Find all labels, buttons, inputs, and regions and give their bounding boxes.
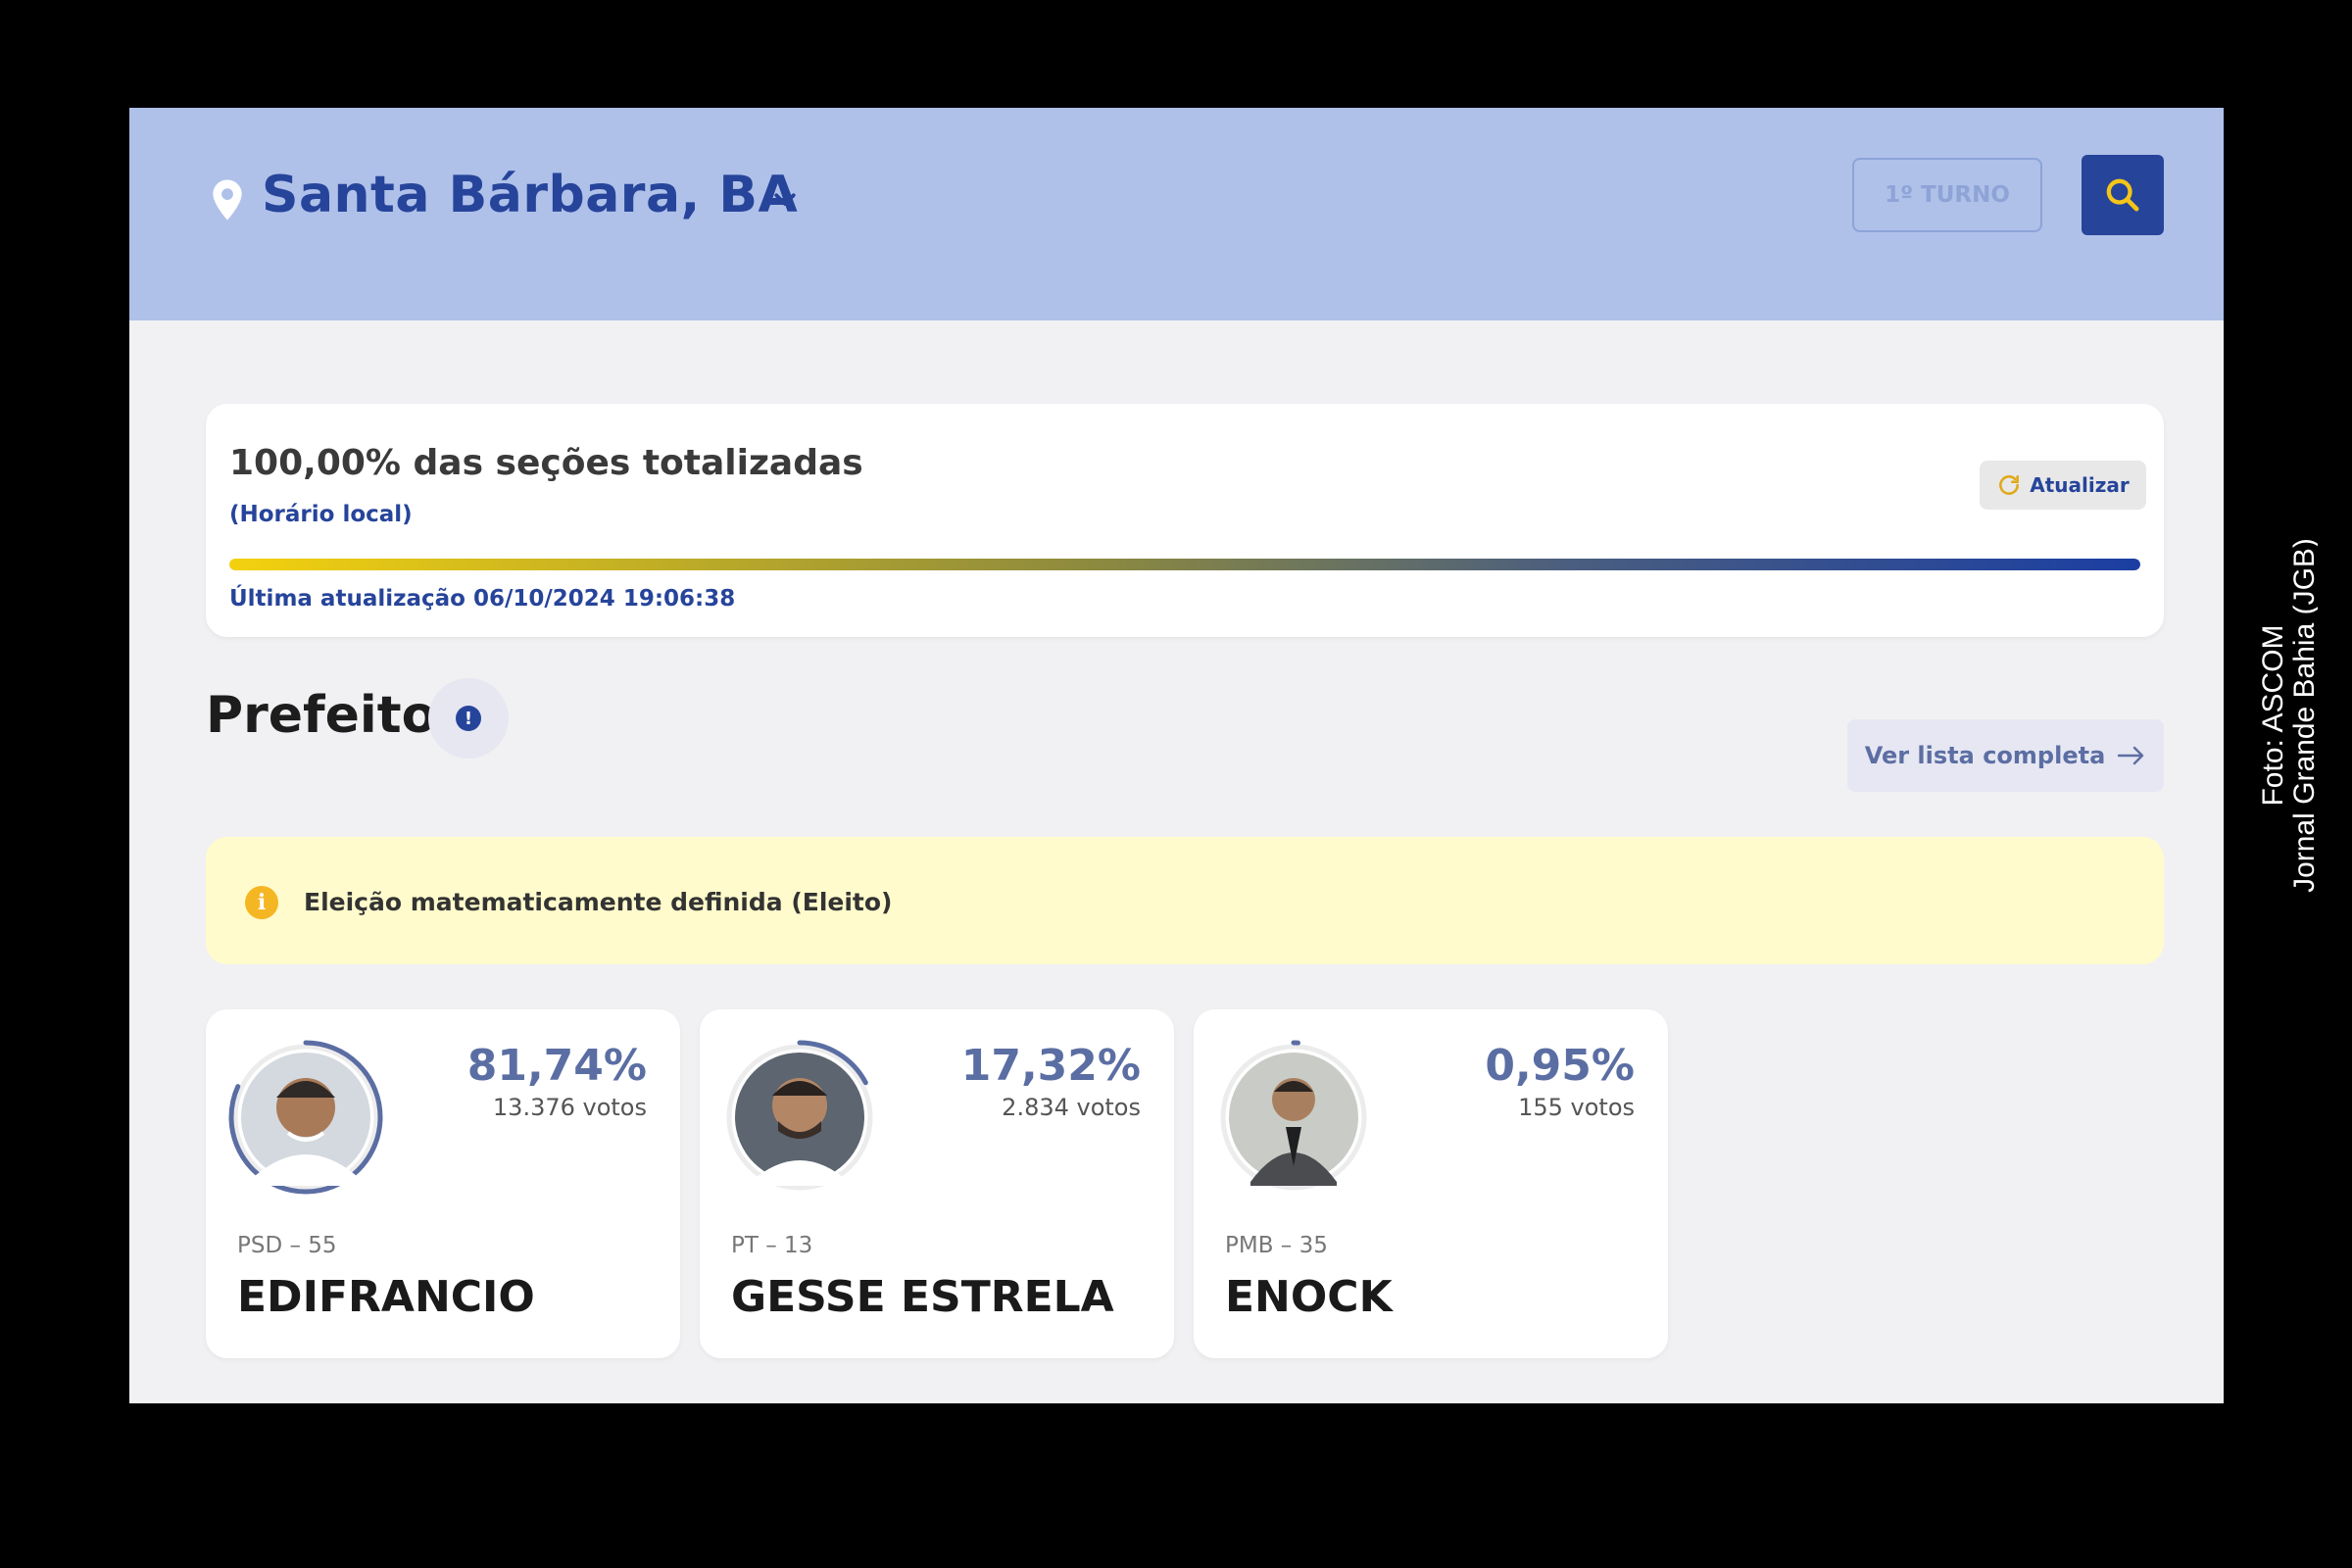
full-list-button[interactable]: Ver lista completa bbox=[1847, 719, 2164, 792]
candidate-avatar bbox=[721, 1039, 878, 1196]
vote-share-ring bbox=[1216, 1040, 1371, 1195]
header-bar: Santa Bárbara, BA 1º TURNO bbox=[129, 108, 2224, 320]
totalization-title: 100,00% das seções totalizadas bbox=[229, 443, 863, 483]
election-status-banner: i Eleição matematicamente definida (Elei… bbox=[206, 837, 2164, 964]
refresh-button[interactable]: Atualizar bbox=[1980, 461, 2146, 510]
candidate-card[interactable]: 0,95% 155 votos PMB – 35 ENOCK bbox=[1194, 1009, 1668, 1358]
local-time-note: (Horário local) bbox=[229, 502, 413, 527]
results-app: Santa Bárbara, BA 1º TURNO 100,00% das s… bbox=[129, 108, 2224, 1403]
credit-line-1: Foto: ASCOM bbox=[2259, 624, 2289, 806]
section-title: Prefeito bbox=[206, 686, 437, 745]
candidate-name: EDIFRANCIO bbox=[237, 1272, 535, 1322]
vote-count: 155 votos bbox=[1518, 1094, 1635, 1121]
chevron-down-icon[interactable] bbox=[770, 184, 800, 214]
candidate-card[interactable]: 81,74% 13.376 votos PSD – 55 EDIFRANCIO bbox=[206, 1009, 680, 1358]
city-selector-label[interactable]: Santa Bárbara, BA bbox=[262, 166, 799, 224]
candidate-avatar bbox=[227, 1039, 384, 1196]
search-button[interactable] bbox=[2082, 155, 2164, 235]
vote-percentage: 81,74% bbox=[466, 1041, 647, 1091]
totalization-card: 100,00% das seções totalizadas (Horário … bbox=[206, 404, 2164, 637]
progress-fill bbox=[229, 559, 2140, 570]
candidate-name: GESSE ESTRELA bbox=[731, 1272, 1114, 1322]
candidate-name: ENOCK bbox=[1225, 1272, 1393, 1322]
info-alert-icon: i bbox=[245, 886, 278, 919]
refresh-icon bbox=[1999, 475, 2020, 495]
vote-count: 2.834 votos bbox=[1002, 1094, 1141, 1121]
vote-count: 13.376 votos bbox=[492, 1094, 647, 1121]
party-number: PMB – 35 bbox=[1225, 1233, 1328, 1258]
refresh-label: Atualizar bbox=[2030, 473, 2130, 497]
location-pin-icon bbox=[213, 179, 242, 220]
photo-credit: Foto: ASCOM Jornal Grande Bahia (JGB) bbox=[2259, 538, 2318, 893]
party-number: PSD – 55 bbox=[237, 1233, 337, 1258]
banner-text: Eleição matematicamente definida (Eleito… bbox=[304, 888, 893, 916]
info-icon: ! bbox=[456, 706, 481, 731]
credit-line-2: Jornal Grande Bahia (JGB) bbox=[2288, 538, 2318, 893]
arrow-right-icon bbox=[2118, 746, 2144, 765]
full-list-label: Ver lista completa bbox=[1864, 742, 2106, 769]
candidate-card[interactable]: 17,32% 2.834 votos PT – 13 GESSE ESTRELA bbox=[700, 1009, 1174, 1358]
candidate-avatar bbox=[1215, 1039, 1372, 1196]
vote-percentage: 17,32% bbox=[960, 1041, 1141, 1091]
search-icon bbox=[2106, 178, 2139, 212]
vote-share-ring bbox=[722, 1040, 877, 1195]
last-update-text: Última atualização 06/10/2024 19:06:38 bbox=[229, 586, 736, 612]
vote-percentage: 0,95% bbox=[1485, 1041, 1635, 1091]
totalization-progress-bar bbox=[229, 559, 2140, 570]
info-button[interactable]: ! bbox=[428, 678, 509, 759]
party-number: PT – 13 bbox=[731, 1233, 813, 1258]
vote-share-ring bbox=[228, 1040, 383, 1195]
turno-button[interactable]: 1º TURNO bbox=[1852, 158, 2042, 232]
